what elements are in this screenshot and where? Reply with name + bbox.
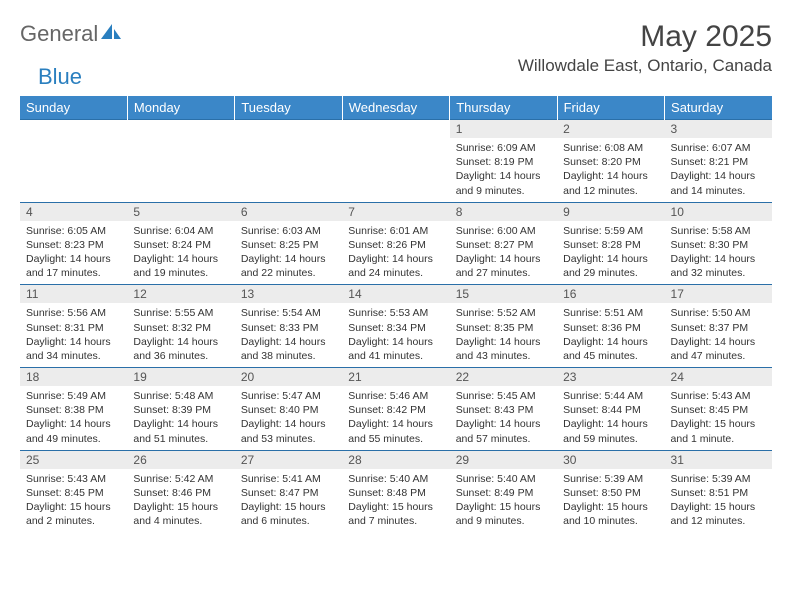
weekday-header: Wednesday [342, 96, 449, 120]
day-number: 23 [557, 368, 664, 386]
weekday-header: Thursday [450, 96, 557, 120]
day-cell: Sunrise: 5:50 AMSunset: 8:37 PMDaylight:… [665, 303, 772, 367]
day-cell: Sunrise: 5:52 AMSunset: 8:35 PMDaylight:… [450, 303, 557, 367]
sail-icon [101, 20, 121, 46]
day-number: 10 [665, 203, 772, 221]
day-number: 16 [557, 285, 664, 303]
day-cell: Sunrise: 6:08 AMSunset: 8:20 PMDaylight:… [557, 138, 664, 202]
weekday-header: Saturday [665, 96, 772, 120]
location: Willowdale East, Ontario, Canada [518, 56, 772, 76]
day-cell: Sunrise: 5:40 AMSunset: 8:49 PMDaylight:… [450, 469, 557, 533]
day-number: 6 [235, 203, 342, 221]
day-number [127, 120, 234, 138]
day-cell: Sunrise: 5:43 AMSunset: 8:45 PMDaylight:… [20, 469, 127, 533]
day-number [235, 120, 342, 138]
weekday-header: Friday [557, 96, 664, 120]
day-cell: Sunrise: 5:48 AMSunset: 8:39 PMDaylight:… [127, 386, 234, 450]
day-number: 8 [450, 203, 557, 221]
day-cell: Sunrise: 5:49 AMSunset: 8:38 PMDaylight:… [20, 386, 127, 450]
day-number: 29 [450, 451, 557, 469]
day-cell: Sunrise: 5:45 AMSunset: 8:43 PMDaylight:… [450, 386, 557, 450]
day-number: 28 [342, 451, 449, 469]
weekday-header-row: SundayMondayTuesdayWednesdayThursdayFrid… [20, 96, 772, 120]
day-cell [20, 138, 127, 145]
day-number: 3 [665, 120, 772, 138]
day-cell: Sunrise: 5:42 AMSunset: 8:46 PMDaylight:… [127, 469, 234, 533]
day-cell: Sunrise: 5:39 AMSunset: 8:50 PMDaylight:… [557, 469, 664, 533]
day-cell: Sunrise: 6:05 AMSunset: 8:23 PMDaylight:… [20, 221, 127, 285]
day-number: 9 [557, 203, 664, 221]
day-number: 24 [665, 368, 772, 386]
day-number: 30 [557, 451, 664, 469]
day-cell: Sunrise: 5:56 AMSunset: 8:31 PMDaylight:… [20, 303, 127, 367]
day-cell: Sunrise: 6:04 AMSunset: 8:24 PMDaylight:… [127, 221, 234, 285]
day-cell [127, 138, 234, 145]
day-number: 2 [557, 120, 664, 138]
weekday-header: Tuesday [235, 96, 342, 120]
day-cell: Sunrise: 5:55 AMSunset: 8:32 PMDaylight:… [127, 303, 234, 367]
day-cell: Sunrise: 5:43 AMSunset: 8:45 PMDaylight:… [665, 386, 772, 450]
day-number: 5 [127, 203, 234, 221]
day-number: 20 [235, 368, 342, 386]
day-cell: Sunrise: 5:53 AMSunset: 8:34 PMDaylight:… [342, 303, 449, 367]
day-number [20, 120, 127, 138]
day-number: 22 [450, 368, 557, 386]
day-number: 15 [450, 285, 557, 303]
day-cell [235, 138, 342, 145]
day-cell: Sunrise: 5:44 AMSunset: 8:44 PMDaylight:… [557, 386, 664, 450]
day-number: 7 [342, 203, 449, 221]
day-cell: Sunrise: 6:03 AMSunset: 8:25 PMDaylight:… [235, 221, 342, 285]
day-number: 27 [235, 451, 342, 469]
day-cell: Sunrise: 5:39 AMSunset: 8:51 PMDaylight:… [665, 469, 772, 533]
day-number: 13 [235, 285, 342, 303]
day-number: 31 [665, 451, 772, 469]
day-number: 17 [665, 285, 772, 303]
day-number: 18 [20, 368, 127, 386]
day-cell: Sunrise: 5:41 AMSunset: 8:47 PMDaylight:… [235, 469, 342, 533]
day-number: 26 [127, 451, 234, 469]
day-cell: Sunrise: 5:58 AMSunset: 8:30 PMDaylight:… [665, 221, 772, 285]
logo-text-2: Blue [38, 64, 82, 90]
weekday-header: Monday [127, 96, 234, 120]
logo: General [20, 20, 121, 48]
day-cell: Sunrise: 5:40 AMSunset: 8:48 PMDaylight:… [342, 469, 449, 533]
day-cell: Sunrise: 5:59 AMSunset: 8:28 PMDaylight:… [557, 221, 664, 285]
day-number: 1 [450, 120, 557, 138]
day-number: 4 [20, 203, 127, 221]
day-cell: Sunrise: 6:07 AMSunset: 8:21 PMDaylight:… [665, 138, 772, 202]
day-number: 14 [342, 285, 449, 303]
day-number: 21 [342, 368, 449, 386]
day-number: 11 [20, 285, 127, 303]
month-title: May 2025 [518, 20, 772, 54]
day-cell [342, 138, 449, 145]
day-number: 12 [127, 285, 234, 303]
day-number: 19 [127, 368, 234, 386]
day-number: 25 [20, 451, 127, 469]
day-cell: Sunrise: 5:47 AMSunset: 8:40 PMDaylight:… [235, 386, 342, 450]
day-cell: Sunrise: 6:00 AMSunset: 8:27 PMDaylight:… [450, 221, 557, 285]
day-cell: Sunrise: 5:46 AMSunset: 8:42 PMDaylight:… [342, 386, 449, 450]
calendar-table: SundayMondayTuesdayWednesdayThursdayFrid… [20, 96, 772, 533]
day-cell: Sunrise: 6:01 AMSunset: 8:26 PMDaylight:… [342, 221, 449, 285]
logo-text-1: General [20, 21, 98, 47]
weekday-header: Sunday [20, 96, 127, 120]
day-number [342, 120, 449, 138]
day-cell: Sunrise: 5:51 AMSunset: 8:36 PMDaylight:… [557, 303, 664, 367]
day-cell: Sunrise: 6:09 AMSunset: 8:19 PMDaylight:… [450, 138, 557, 202]
day-cell: Sunrise: 5:54 AMSunset: 8:33 PMDaylight:… [235, 303, 342, 367]
